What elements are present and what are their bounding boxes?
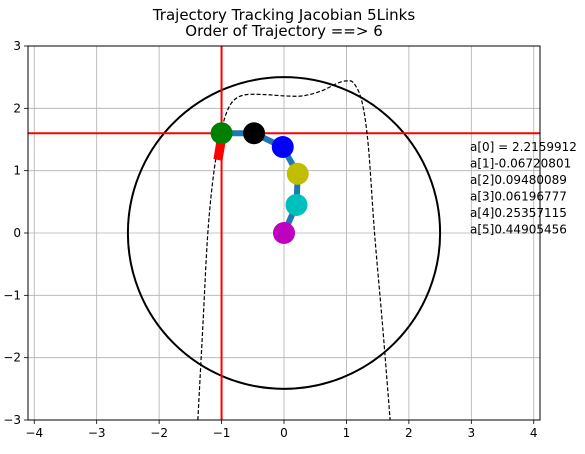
y-tick-label: 3 xyxy=(13,39,21,53)
y-tick-label: −2 xyxy=(3,351,21,365)
x-tick-label: 1 xyxy=(343,426,351,440)
coefficient-label: a[1]-0.06720801 xyxy=(470,157,571,171)
joint-marker xyxy=(285,193,308,216)
plot-area xyxy=(28,46,540,420)
x-tick-label: −2 xyxy=(150,426,168,440)
axis-ticks: −4 −3 −2 −1 0 1 2 3 4 3 2 1 0 −1 −2 −3 xyxy=(3,39,537,440)
joint-marker xyxy=(271,135,294,158)
coefficient-label: a[4]0.25357115 xyxy=(470,206,567,220)
coefficient-label: a[0] = 2.2159912 xyxy=(470,140,577,154)
x-tick-label: −1 xyxy=(213,426,231,440)
coefficient-label: a[3]0.06196777 xyxy=(470,190,567,204)
y-tick-label: 0 xyxy=(13,226,21,240)
y-tick-label: −3 xyxy=(3,413,21,427)
annotation-block: a[0] = 2.2159912 a[1]-0.06720801 a[2]0.094… xyxy=(470,140,577,237)
y-tick-label: −1 xyxy=(3,288,21,302)
workspace-circle xyxy=(126,76,442,390)
x-tick-label: −4 xyxy=(25,426,43,440)
y-tick-label: 2 xyxy=(13,101,21,115)
trajectory-curve xyxy=(197,80,391,420)
joint-marker xyxy=(210,122,233,145)
joint-marker xyxy=(243,122,266,145)
x-tick-label: 4 xyxy=(530,426,538,440)
joint-marker xyxy=(273,222,295,244)
end-effector-marker xyxy=(213,140,226,161)
coefficient-label: a[2]0.09480089 xyxy=(470,173,567,187)
x-tick-label: 3 xyxy=(467,426,475,440)
coefficient-label: a[5]0.44905456 xyxy=(470,223,567,237)
chart-title: Trajectory Tracking Jacobian 5Links xyxy=(152,6,416,24)
joint-marker xyxy=(286,162,309,185)
x-tick-label: −3 xyxy=(88,426,106,440)
x-tick-label: 2 xyxy=(405,426,413,440)
x-tick-label: 0 xyxy=(280,426,288,440)
y-tick-label: 1 xyxy=(13,164,21,178)
chart-subtitle: Order of Trajectory ==> 6 xyxy=(185,22,383,40)
